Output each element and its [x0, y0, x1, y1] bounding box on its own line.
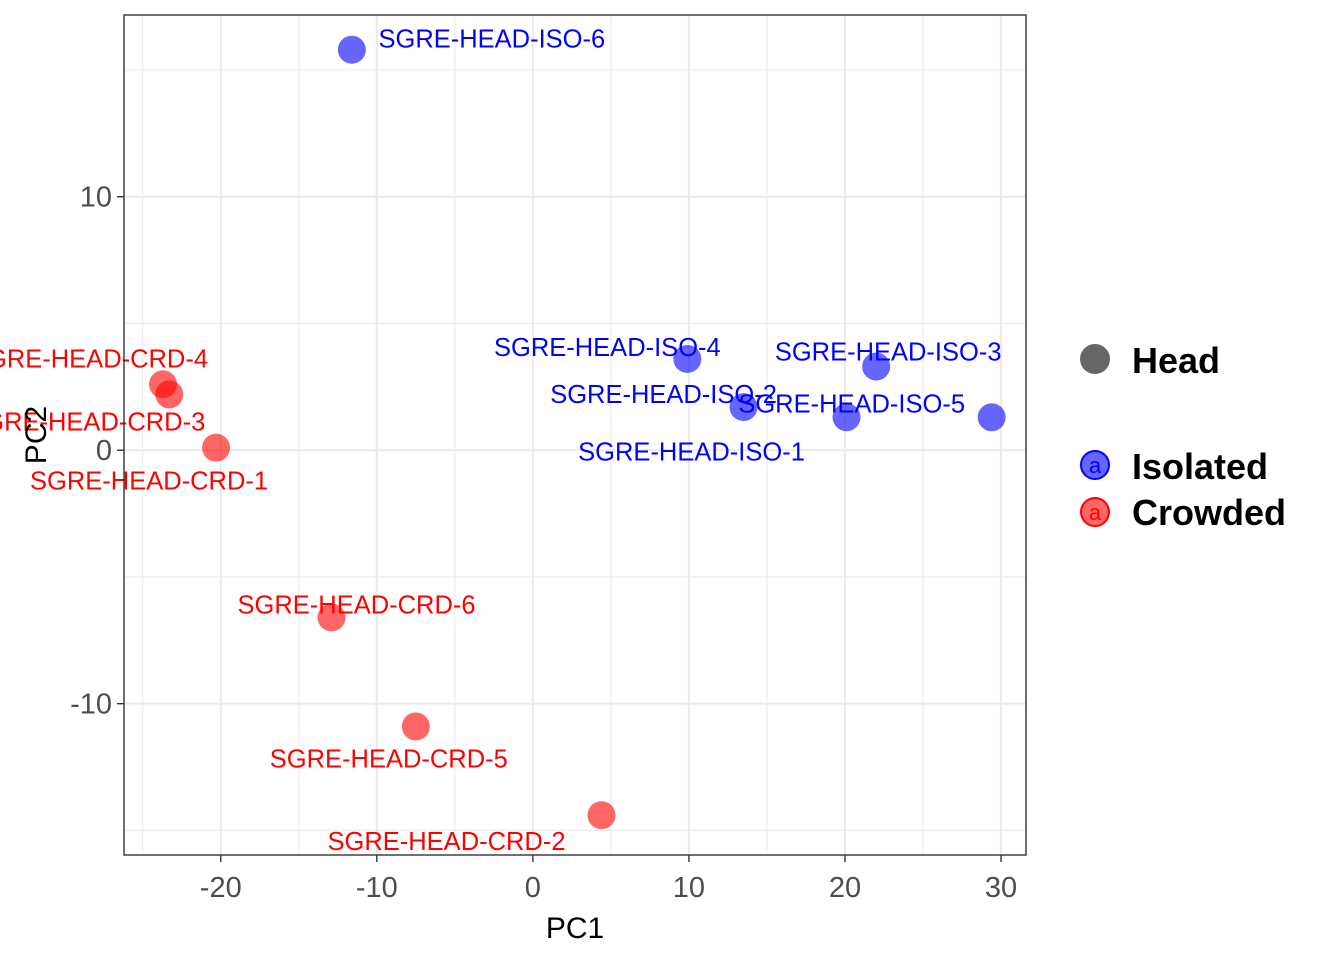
data-point-sgre-head-iso-1	[832, 403, 861, 432]
y-tick-label: 10	[80, 182, 112, 214]
point-label-sgre-head-iso-1: SGRE-HEAD-ISO-1	[578, 438, 805, 466]
point-labels: SGRE-HEAD-ISO-1SGRE-HEAD-ISO-2SGRE-HEAD-…	[0, 26, 1002, 856]
legend: Head a Isolated a Crowded	[1080, 340, 1286, 533]
data-point-sgre-head-iso-5	[977, 403, 1006, 432]
x-tick-label: -20	[200, 872, 242, 904]
legend-isolated-glyph: a	[1089, 453, 1102, 478]
data-point-sgre-head-crd-4	[149, 370, 178, 399]
y-tick-label: -10	[70, 689, 112, 721]
data-point-sgre-head-crd-6	[317, 603, 346, 632]
data-point-sgre-head-iso-6	[337, 35, 366, 64]
x-tick-label: 0	[525, 872, 541, 904]
point-label-sgre-head-iso-5: SGRE-HEAD-ISO-5	[738, 390, 965, 418]
point-label-sgre-head-crd-1: SGRE-HEAD-CRD-1	[30, 468, 268, 496]
x-tick-label: 10	[673, 872, 705, 904]
plot-panel-border	[123, 14, 1027, 856]
point-label-sgre-head-crd-4: SGRE-HEAD-CRD-4	[0, 345, 208, 373]
y-tick-label: 0	[96, 435, 112, 467]
point-label-sgre-head-crd-5: SGRE-HEAD-CRD-5	[270, 745, 508, 773]
data-points	[149, 35, 1006, 830]
legend-crowded-glyph: a	[1089, 500, 1102, 525]
y-axis-label: PC2	[20, 406, 53, 464]
point-label-sgre-head-crd-3: SGRE-HEAD-CRD-3	[0, 408, 205, 436]
x-tick-label: -10	[356, 872, 398, 904]
axis-ticks	[117, 196, 1002, 862]
legend-crowded-label: Crowded	[1132, 492, 1286, 533]
point-label-sgre-head-crd-6: SGRE-HEAD-CRD-6	[238, 591, 476, 619]
tick-labels: -20 -10 0 10 20 30 -10 0 10	[70, 182, 1017, 904]
data-point-sgre-head-iso-2	[729, 393, 758, 422]
legend-shape-key	[1080, 344, 1110, 374]
x-tick-label: 20	[829, 872, 861, 904]
point-label-sgre-head-iso-2: SGRE-HEAD-ISO-2	[550, 381, 777, 409]
data-point-sgre-head-crd-5	[401, 712, 430, 741]
grid-lines	[124, 15, 1026, 855]
legend-crowded-dot	[1080, 497, 1110, 527]
point-label-sgre-head-crd-2: SGRE-HEAD-CRD-2	[328, 828, 566, 856]
legend-isolated-label: Isolated	[1132, 446, 1268, 487]
data-point-sgre-head-crd-1	[202, 433, 231, 462]
data-point-sgre-head-crd-2	[587, 801, 616, 830]
x-axis-label: PC1	[546, 912, 604, 945]
data-point-sgre-head-iso-3	[862, 352, 891, 381]
legend-shape-label: Head	[1132, 340, 1220, 381]
point-label-sgre-head-iso-6: SGRE-HEAD-ISO-6	[378, 26, 605, 54]
data-point-sgre-head-iso-4	[673, 344, 702, 373]
point-label-sgre-head-iso-3: SGRE-HEAD-ISO-3	[775, 339, 1002, 367]
x-tick-label: 30	[985, 872, 1017, 904]
point-label-sgre-head-iso-4: SGRE-HEAD-ISO-4	[494, 334, 721, 362]
legend-key-crowded: a	[1080, 497, 1110, 527]
legend-key-isolated: a	[1080, 450, 1110, 480]
legend-isolated-dot	[1080, 450, 1110, 480]
